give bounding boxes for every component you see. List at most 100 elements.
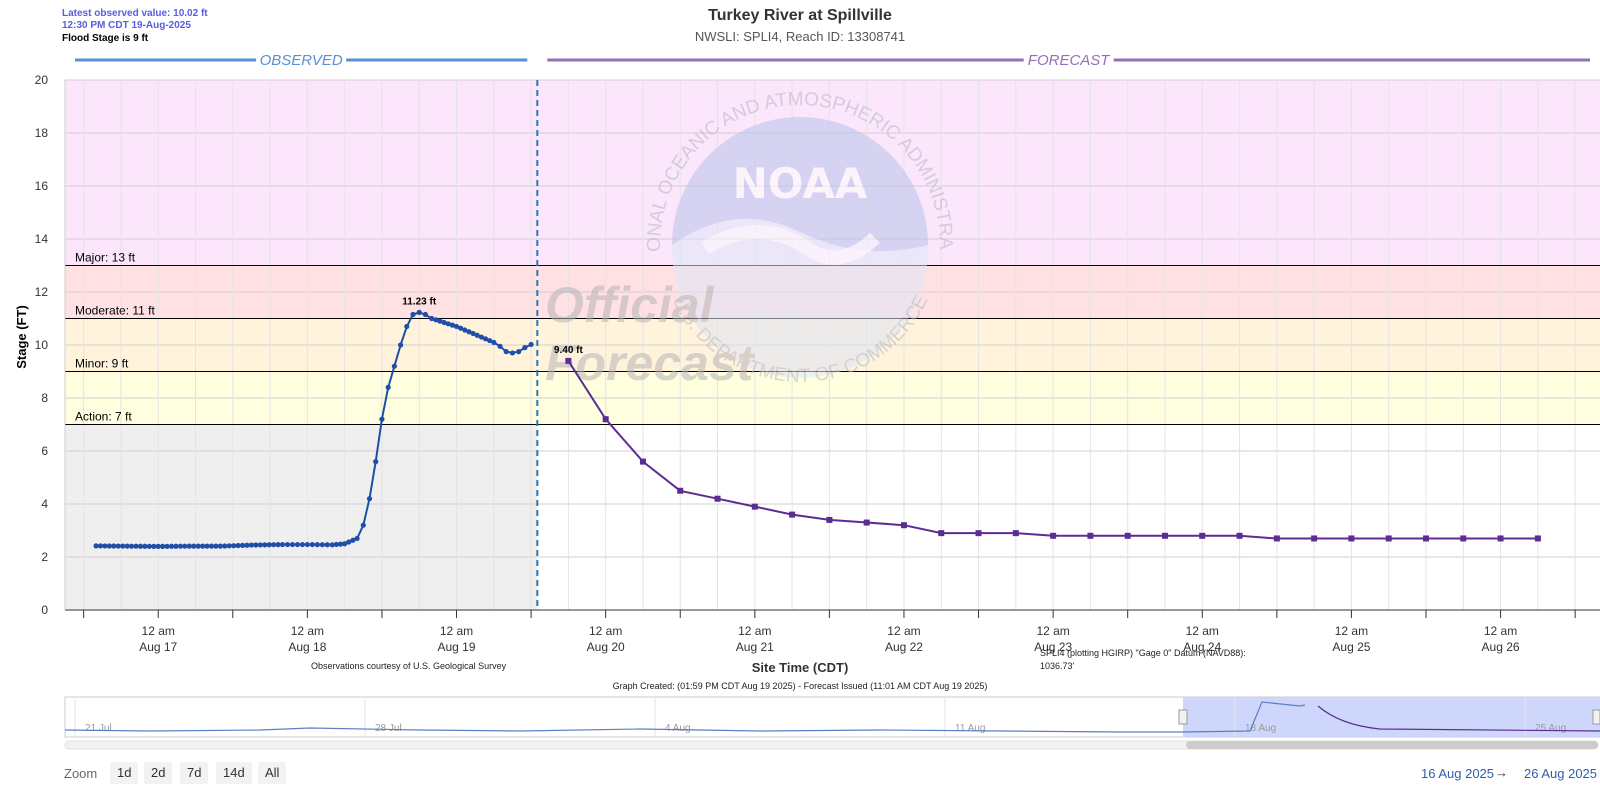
observed-point bbox=[503, 349, 509, 355]
observed-point bbox=[208, 543, 215, 549]
watermark-forecast: Forecast bbox=[545, 335, 756, 391]
observed-point bbox=[195, 543, 201, 549]
observed-point bbox=[379, 416, 385, 422]
y-tick-label: 14 bbox=[35, 232, 49, 246]
zoom-1d-button[interactable]: 1d bbox=[110, 762, 139, 784]
observed-point bbox=[304, 541, 310, 548]
zoom-2d-button[interactable]: 2d bbox=[144, 762, 173, 784]
forecast-point bbox=[826, 516, 833, 523]
x-tick-time: 12 am bbox=[291, 624, 324, 638]
observed-point bbox=[342, 541, 348, 547]
observed-point bbox=[453, 323, 460, 330]
observed-point bbox=[217, 543, 223, 549]
observed-point bbox=[449, 322, 455, 328]
observed-point bbox=[441, 319, 447, 326]
observed-header-bg bbox=[256, 52, 347, 68]
category-label-action: Action: 7 ft bbox=[75, 410, 132, 424]
observed-point bbox=[222, 543, 228, 549]
y-tick-label: 6 bbox=[41, 444, 48, 458]
observed-point bbox=[482, 336, 489, 342]
observed-point bbox=[458, 325, 464, 331]
observed-point bbox=[137, 543, 144, 549]
observed-point bbox=[191, 543, 197, 549]
forecast-point bbox=[1348, 535, 1355, 542]
x-tick-date: Aug 19 bbox=[437, 640, 475, 654]
observed-point bbox=[186, 543, 192, 549]
observed-point bbox=[182, 543, 188, 549]
navigator-date-label: 11 Aug bbox=[955, 723, 985, 734]
navigator-right-handle bbox=[1592, 709, 1600, 725]
zoom-14d-button[interactable]: 14d bbox=[216, 762, 252, 784]
navigator-date-label: 4 Aug bbox=[665, 723, 691, 734]
observed-point bbox=[491, 339, 497, 345]
forecast-point bbox=[1124, 532, 1131, 539]
x-tick-time: 12 am bbox=[738, 624, 771, 638]
observed-point bbox=[329, 542, 335, 548]
observed-point bbox=[115, 543, 121, 549]
x-tick-time: 12 am bbox=[440, 624, 473, 638]
chart-subtitle: NWSLI: SPLI4, Reach ID: 13308741 bbox=[694, 29, 906, 44]
observed-point bbox=[266, 542, 272, 548]
observed-point bbox=[231, 543, 237, 549]
y-axis-label: Stage (FT) bbox=[14, 305, 29, 369]
noaa-logo-text: NOAA bbox=[733, 159, 868, 208]
observed-point bbox=[422, 311, 429, 318]
observed-point bbox=[106, 543, 112, 549]
observed-point bbox=[111, 543, 117, 549]
observed-point bbox=[404, 323, 410, 330]
forecast-point bbox=[1422, 535, 1429, 542]
observed-point bbox=[350, 537, 356, 543]
category-label-major: Major: 13 ft bbox=[75, 251, 136, 265]
noaa-wave-icon bbox=[672, 218, 928, 378]
observed-point bbox=[257, 542, 263, 548]
forecast-point bbox=[1050, 532, 1057, 539]
observed-point bbox=[133, 543, 139, 549]
observed-point bbox=[466, 329, 472, 335]
hydrograph-chart: NOAA NATIONAL OCEANIC AND ATMOSPHERIC AD… bbox=[0, 0, 1600, 750]
observed-point bbox=[299, 541, 305, 548]
forecast-header-label: FORECAST bbox=[1028, 52, 1112, 69]
zoom-all-button[interactable]: All bbox=[258, 762, 287, 784]
observed-point bbox=[522, 345, 528, 351]
observed-point bbox=[528, 341, 534, 348]
below-action-band bbox=[65, 424, 538, 610]
navigator-forecast-trace bbox=[1317, 705, 1600, 732]
x-tick-time: 12 am bbox=[1036, 624, 1069, 638]
y-tick-label: 20 bbox=[35, 73, 49, 87]
x-tick-date: Aug 26 bbox=[1482, 640, 1520, 654]
observed-point bbox=[204, 543, 210, 549]
watermark-official: Official bbox=[545, 277, 715, 333]
observed-point bbox=[289, 541, 296, 548]
forecast-point bbox=[714, 495, 721, 502]
observed-point bbox=[151, 543, 157, 549]
observed-point bbox=[124, 543, 130, 549]
observed-point bbox=[235, 542, 241, 549]
observed-point bbox=[271, 542, 277, 548]
navigator[interactable]: 21 Jul 28 Jul 4 Aug 11 Aug 18 Aug 25 Aug bbox=[64, 696, 1600, 750]
x-tick-date: Aug 17 bbox=[139, 640, 177, 654]
range-arrow: → bbox=[1495, 765, 1508, 780]
data-series: 11.23 ft 9.40 ft bbox=[93, 296, 1541, 550]
zoom-7d-button[interactable]: 7d bbox=[180, 762, 209, 784]
range-from[interactable]: 16 Aug 2025 bbox=[1421, 766, 1495, 781]
x-axis-label: Site Time (CDT) bbox=[752, 660, 849, 675]
forecast-point bbox=[938, 530, 945, 537]
observed-point bbox=[262, 542, 268, 548]
forecast-point bbox=[1534, 535, 1541, 542]
observed-point bbox=[324, 542, 330, 548]
observed-point bbox=[437, 318, 443, 324]
graph-created-note: Graph Created: (01:59 PM CDT Aug 19 2025… bbox=[612, 681, 988, 691]
x-tick-date: Aug 21 bbox=[736, 640, 774, 654]
axes: 0 2 4 6 8 10 12 14 16 18 20 12 am Aug 17 12 am Aug 18 1… bbox=[35, 73, 1600, 654]
navigator-date-label: 25 Aug bbox=[1535, 723, 1566, 734]
forecast-point bbox=[863, 519, 870, 526]
flood-stage-note: Flood Stage is 9 ft bbox=[62, 33, 149, 44]
observed-point bbox=[445, 321, 451, 327]
observed-point bbox=[319, 542, 325, 548]
observed-point bbox=[97, 543, 104, 549]
range-to[interactable]: 26 Aug 2025 bbox=[1524, 766, 1598, 781]
forecast-point bbox=[602, 416, 609, 423]
y-tick-label: 12 bbox=[35, 285, 49, 299]
category-label-moderate: Moderate: 11 ft bbox=[75, 304, 155, 318]
observed-point bbox=[474, 332, 480, 338]
